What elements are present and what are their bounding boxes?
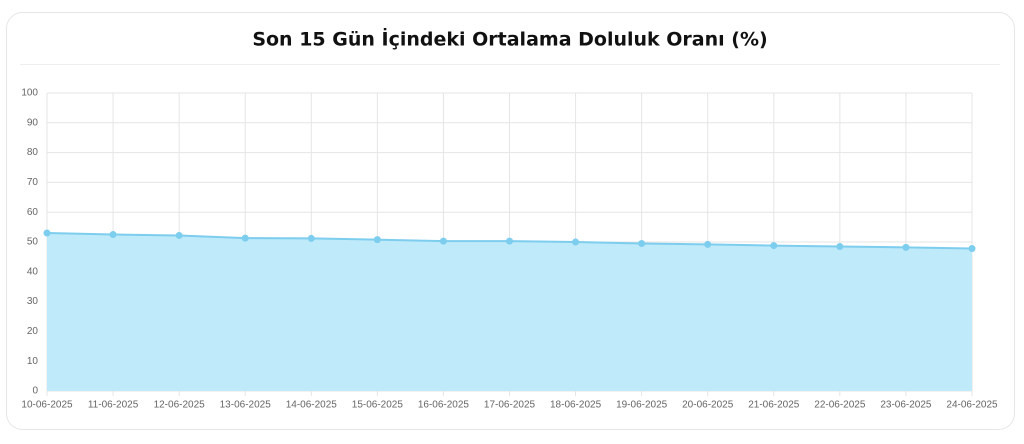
point (241, 234, 249, 242)
x-tick-label: 13-06-2025 (220, 400, 272, 411)
point (638, 239, 646, 247)
point (175, 231, 183, 239)
chart-title: Son 15 Gün İçindeki Ortalama Doluluk Ora… (252, 27, 767, 51)
y-tick-label: 10 (27, 356, 39, 367)
point (836, 242, 844, 250)
x-tick-label: 17-06-2025 (484, 400, 536, 411)
x-tick-label: 10-06-2025 (21, 400, 73, 411)
area (47, 233, 972, 391)
point (968, 245, 976, 253)
point (373, 236, 381, 244)
x-tick-label: 12-06-2025 (154, 400, 206, 411)
y-tick-label: 80 (27, 147, 39, 158)
point (704, 240, 712, 248)
point (902, 243, 910, 251)
y-tick-label: 70 (27, 177, 39, 188)
x-tick-label: 23-06-2025 (880, 400, 932, 411)
x-tick-label: 18-06-2025 (550, 400, 602, 411)
y-tick-label: 40 (27, 266, 39, 277)
x-tick-label: 24-06-2025 (946, 400, 998, 411)
y-tick-label: 50 (27, 237, 39, 248)
x-tick-label: 15-06-2025 (352, 400, 404, 411)
x-tick-label: 22-06-2025 (814, 400, 866, 411)
x-tick-label: 20-06-2025 (682, 400, 734, 411)
x-tick-label: 16-06-2025 (418, 400, 470, 411)
point (43, 229, 51, 237)
x-tick-label: 14-06-2025 (286, 400, 338, 411)
point (109, 231, 117, 239)
y-tick-label: 60 (27, 207, 39, 218)
y-tick-label: 30 (27, 296, 39, 307)
x-tick-label: 19-06-2025 (616, 400, 668, 411)
point (770, 242, 778, 250)
point (572, 238, 580, 246)
point (439, 237, 447, 245)
x-tick-label: 11-06-2025 (88, 400, 139, 411)
point (307, 234, 315, 242)
y-tick-label: 100 (21, 88, 38, 99)
y-tick-label: 20 (27, 326, 39, 337)
y-tick-label: 90 (27, 117, 39, 128)
point (506, 237, 513, 245)
x-tick-label: 21-06-2025 (748, 400, 800, 411)
y-tick-label: 0 (32, 386, 38, 397)
